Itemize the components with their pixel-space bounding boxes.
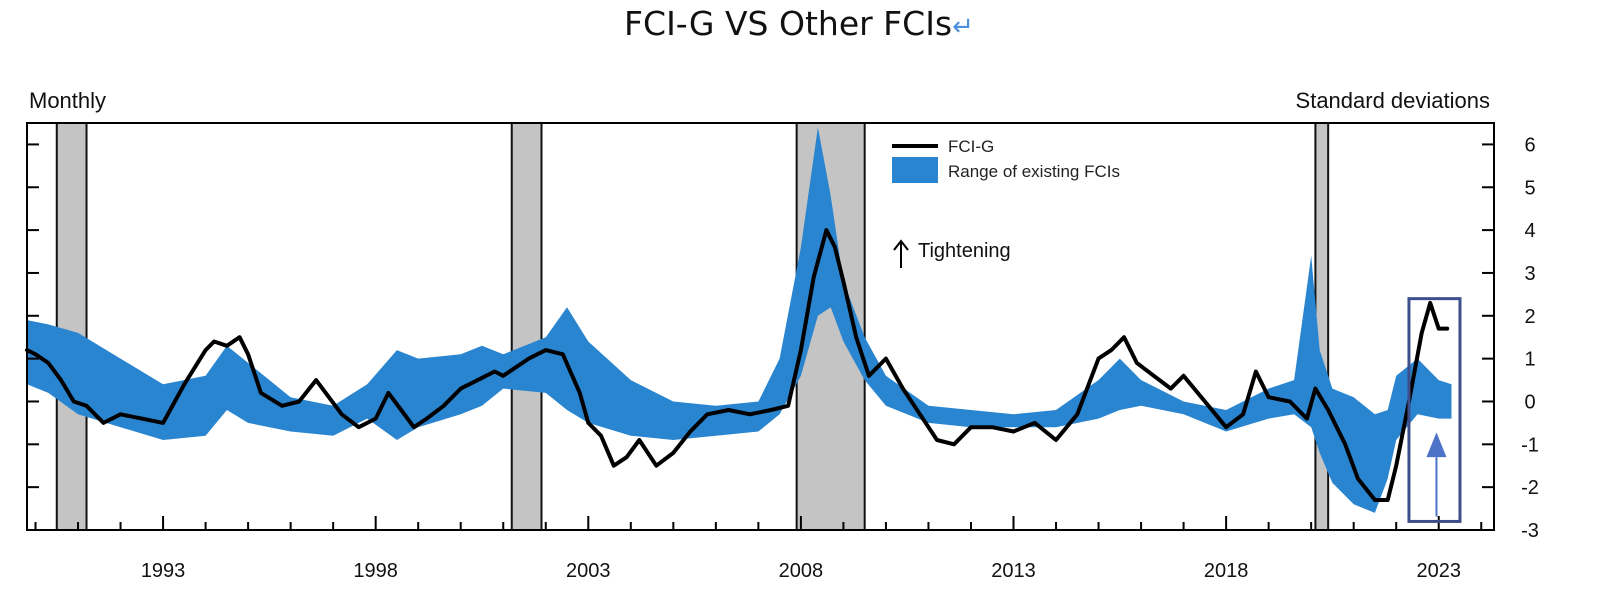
plot-frame	[26, 122, 1495, 531]
y-tick-label: -3	[1521, 520, 1539, 542]
recession-bar-1	[55, 122, 88, 531]
y-tick-label: 2	[1524, 306, 1535, 328]
legend-band-label: Range of existing FCIs	[948, 162, 1120, 181]
chart-title-text: FCI-G VS Other FCIs	[624, 4, 952, 43]
recent-highlight	[1407, 297, 1462, 523]
legend-line-label: FCI-G	[948, 137, 994, 156]
fci-g-line	[25, 228, 1450, 502]
frequency-label: Monthly	[29, 88, 106, 113]
x-tick-label: 2018	[1204, 560, 1249, 582]
x-tick-label: 2013	[991, 560, 1036, 582]
x-tick-label: 1998	[353, 560, 398, 582]
x-tick-label: 2003	[566, 560, 611, 582]
y-tick-label: 4	[1524, 220, 1535, 242]
highlight-box	[1407, 297, 1462, 523]
up-arrow-icon-head	[893, 239, 909, 251]
tightening-annotation: Tightening	[893, 239, 1011, 268]
range-band-layer	[27, 127, 1452, 513]
x-tick-label: 2023	[1416, 560, 1461, 582]
recession-bar-2	[510, 122, 543, 531]
tightening-label: Tightening	[918, 240, 1011, 262]
x-tick-label: 2008	[779, 560, 824, 582]
return-glyph: ↵	[952, 12, 974, 42]
y-axis-ticks: 6 5 4 3 2 1 0 -1 -2 -3	[27, 134, 1539, 542]
y-tick-label: 5	[1524, 177, 1535, 199]
range-of-existing-fcis-band	[27, 127, 1452, 513]
fci-g-line-layer	[25, 228, 1450, 502]
y-tick-label: 6	[1524, 134, 1535, 156]
recession-shading-layer	[55, 122, 1330, 531]
y-axis-unit-label: Standard deviations	[1296, 88, 1490, 113]
chart-title: FCI-G VS Other FCIs↵	[624, 4, 974, 43]
legend-band-swatch	[892, 157, 938, 183]
x-tick-label: 1993	[141, 560, 186, 582]
y-tick-label: 0	[1524, 391, 1535, 413]
y-tick-label: -1	[1521, 434, 1539, 456]
y-tick-label: 1	[1524, 349, 1535, 371]
y-tick-label: 3	[1524, 263, 1535, 285]
chart-legend: FCI-G Range of existing FCIs	[892, 137, 1120, 183]
highlight-arrow-icon	[1426, 432, 1447, 458]
y-tick-label: -2	[1521, 477, 1539, 499]
x-axis-ticks: 1993 1998 2003 2008 2013 2018 2023	[34, 516, 1483, 582]
